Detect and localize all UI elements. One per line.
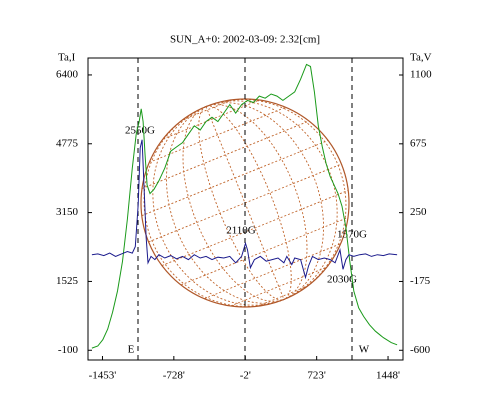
parallel bbox=[257, 285, 308, 307]
y-axis-label: Ta,I bbox=[58, 52, 76, 64]
y2-tick-label: -600 bbox=[410, 344, 431, 356]
y-tick-label: 6400 bbox=[56, 68, 79, 80]
parallel bbox=[182, 99, 233, 121]
limb-label: E bbox=[128, 344, 135, 356]
parallel bbox=[204, 243, 341, 300]
limb-label: W bbox=[359, 344, 370, 356]
annotation: 2110G bbox=[226, 225, 256, 237]
annotation: 2550G bbox=[125, 125, 155, 137]
annotation: 1570G bbox=[337, 229, 367, 241]
y-tick-label: 1525 bbox=[56, 275, 79, 287]
parallel bbox=[161, 189, 349, 267]
meridian bbox=[152, 106, 285, 306]
chart-title: SUN_A+0: 2002-03-09: 2.32[cm] bbox=[170, 34, 320, 46]
series-line bbox=[91, 63, 398, 349]
annotation: 2030G bbox=[327, 274, 357, 286]
y2-tick-label: 250 bbox=[410, 206, 427, 218]
y2-tick-label: 1100 bbox=[410, 69, 432, 81]
x-tick-label: -728' bbox=[163, 370, 185, 382]
y-tick-label: 4775 bbox=[56, 137, 79, 149]
y2-tick-label: -175 bbox=[410, 275, 431, 287]
parallel bbox=[230, 266, 328, 307]
y2-axis-label: Ta,V bbox=[410, 52, 432, 64]
parallel bbox=[149, 106, 286, 163]
meridian bbox=[198, 106, 285, 301]
x-tick-label: -1453' bbox=[89, 370, 117, 382]
x-tick-label: 723' bbox=[307, 370, 326, 382]
y-tick-label: -100 bbox=[58, 344, 79, 356]
y-tick-label: 3150 bbox=[56, 206, 79, 218]
meridian bbox=[205, 105, 292, 300]
x-tick-label: 1448' bbox=[376, 370, 400, 382]
parallel bbox=[162, 99, 260, 140]
meridian bbox=[205, 104, 308, 300]
parallel bbox=[141, 139, 329, 217]
meridian bbox=[166, 106, 285, 304]
series-line bbox=[91, 139, 398, 280]
x-tick-label: -2' bbox=[240, 370, 251, 382]
meridian bbox=[143, 106, 285, 307]
y2-tick-label: 675 bbox=[410, 137, 427, 149]
